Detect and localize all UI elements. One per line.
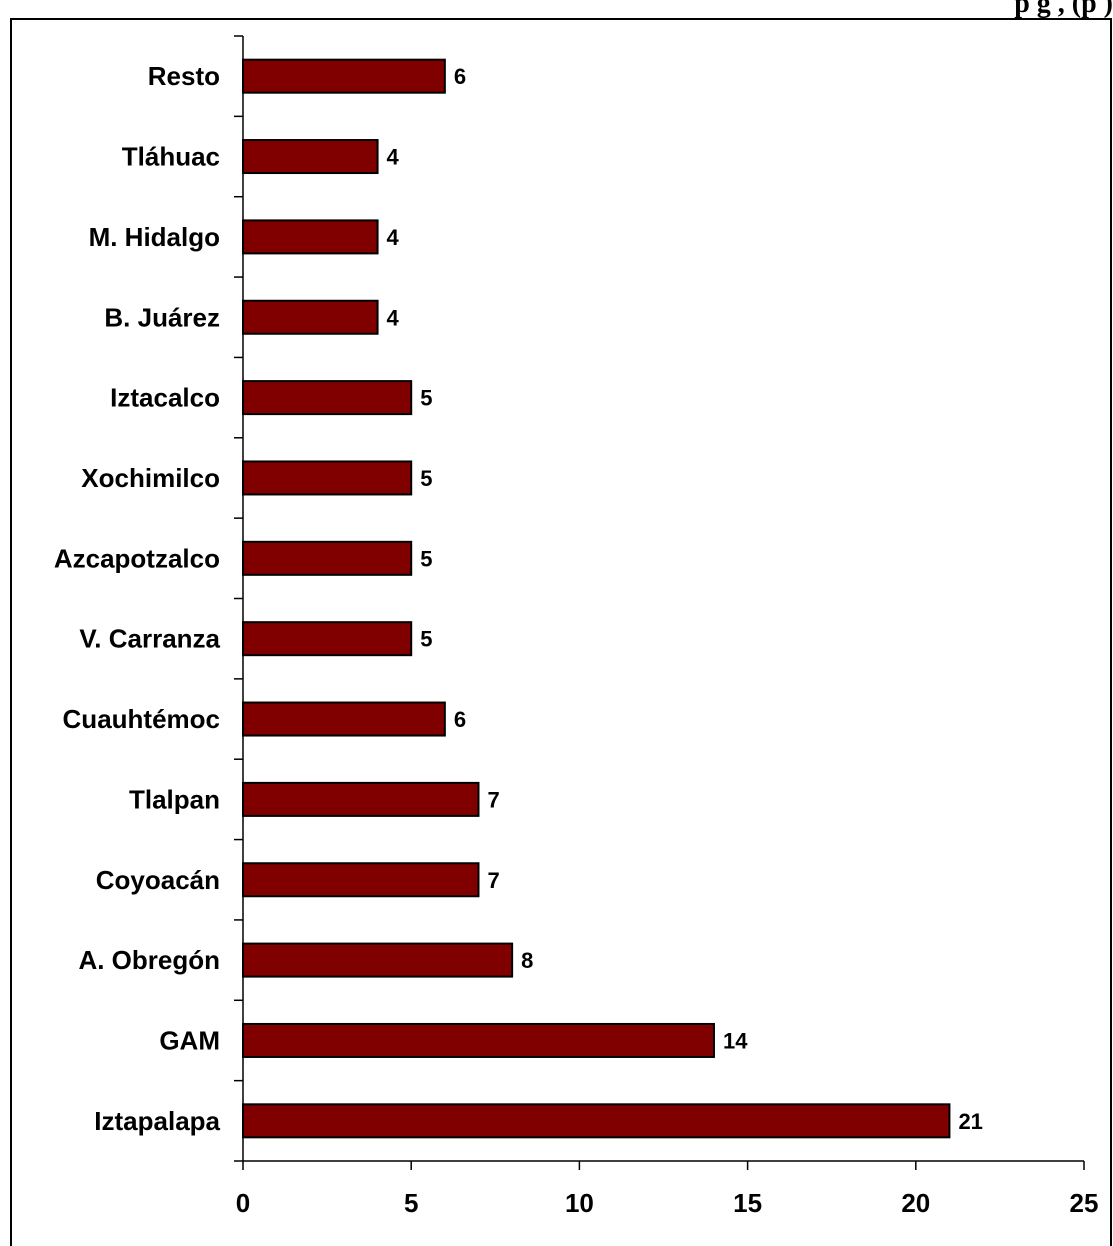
- data-label: 21: [958, 1109, 982, 1134]
- category-label: V. Carranza: [79, 624, 220, 654]
- category-label: Iztacalco: [110, 383, 220, 413]
- x-tick-label: 25: [1070, 1188, 1099, 1218]
- bar-6: [242, 540, 413, 576]
- category-label: Resto: [148, 61, 220, 91]
- bars-layer: Resto 6 Tláhuac 4 M. Hidalgo 4 B. Juárez 4 Iztac…: [54, 58, 983, 1139]
- category-label: Iztapalapa: [94, 1106, 220, 1136]
- x-tick-label: 5: [404, 1188, 418, 1218]
- data-label: 7: [487, 787, 499, 812]
- bar-7: [242, 621, 413, 657]
- category-label: Tláhuac: [122, 142, 220, 172]
- bar-12: [242, 1022, 715, 1058]
- data-label: 4: [387, 145, 400, 170]
- category-label: Xochimilco: [81, 463, 220, 493]
- bar-13: [242, 1103, 951, 1139]
- category-label: M. Hidalgo: [89, 222, 220, 252]
- bar-8: [242, 701, 446, 737]
- category-label: Tlalpan: [129, 784, 220, 814]
- data-label: 5: [420, 466, 432, 491]
- data-label: 5: [420, 546, 432, 571]
- category-label: Cuauhtémoc: [63, 704, 220, 734]
- bar-3: [242, 299, 379, 335]
- data-label: 6: [454, 64, 466, 89]
- bar-4: [242, 380, 413, 416]
- data-label: 5: [420, 627, 432, 652]
- chart-title: p g , (p ): [1014, 0, 1113, 19]
- category-label: Azcapotzalco: [54, 543, 220, 573]
- data-label: 4: [387, 225, 400, 250]
- bar-9: [242, 781, 480, 817]
- x-tick-label: 10: [565, 1188, 594, 1218]
- data-label: 7: [487, 868, 499, 893]
- category-label: GAM: [159, 1025, 220, 1055]
- data-label: 14: [723, 1028, 748, 1053]
- bar-1: [242, 139, 379, 175]
- x-tick-label: 20: [901, 1188, 930, 1218]
- category-label: B. Juárez: [104, 302, 220, 332]
- bar-11: [242, 942, 514, 978]
- axes-layer: 0 5 10 15 20 25: [234, 35, 1099, 1218]
- bar-10: [242, 862, 480, 898]
- data-label: 4: [387, 305, 400, 330]
- category-label: Coyoacán: [96, 865, 220, 895]
- category-label: A. Obregón: [78, 945, 220, 975]
- bar-5: [242, 460, 413, 496]
- x-tick-label: 15: [733, 1188, 762, 1218]
- data-label: 8: [521, 948, 533, 973]
- data-label: 6: [454, 707, 466, 732]
- x-tick-label: 0: [236, 1188, 250, 1218]
- bar-2: [242, 219, 379, 255]
- bar-0: [242, 58, 446, 94]
- data-label: 5: [420, 386, 432, 411]
